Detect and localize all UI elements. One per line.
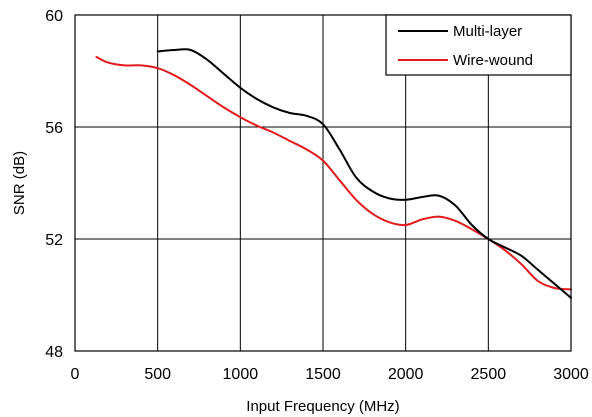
legend-box	[385, 14, 572, 76]
legend: Multi-layer Wire-wound	[385, 14, 572, 76]
series-line-wire-wound	[95, 56, 572, 291]
x-tick-label-2000: 2000	[388, 366, 424, 383]
series-lines	[95, 48, 572, 299]
x-tick-label-1000: 1000	[223, 366, 259, 383]
x-tick-label-0: 0	[71, 366, 80, 383]
tick-labels: 0 500 1000 1500 2000 2500 3000 48 52 56 60	[45, 8, 589, 383]
x-axis-title: Input Frequency (MHz)	[246, 398, 399, 415]
series-line-multi-layer	[156, 48, 572, 299]
legend-label-multi-layer: Multi-layer	[453, 23, 522, 40]
y-tick-label-60: 60	[45, 8, 63, 25]
x-tick-label-2500: 2500	[471, 366, 507, 383]
x-tick-label-500: 500	[144, 366, 171, 383]
plot-frame	[74, 14, 572, 352]
x-tick-label-1500: 1500	[305, 366, 341, 383]
y-tick-label-48: 48	[45, 344, 63, 361]
y-tick-label-56: 56	[45, 120, 63, 137]
legend-label-wire-wound: Wire-wound	[453, 52, 533, 69]
y-tick-label-52: 52	[45, 232, 63, 249]
x-tick-label-3000: 3000	[553, 366, 589, 383]
y-axis-title: SNR (dB)	[11, 151, 28, 215]
